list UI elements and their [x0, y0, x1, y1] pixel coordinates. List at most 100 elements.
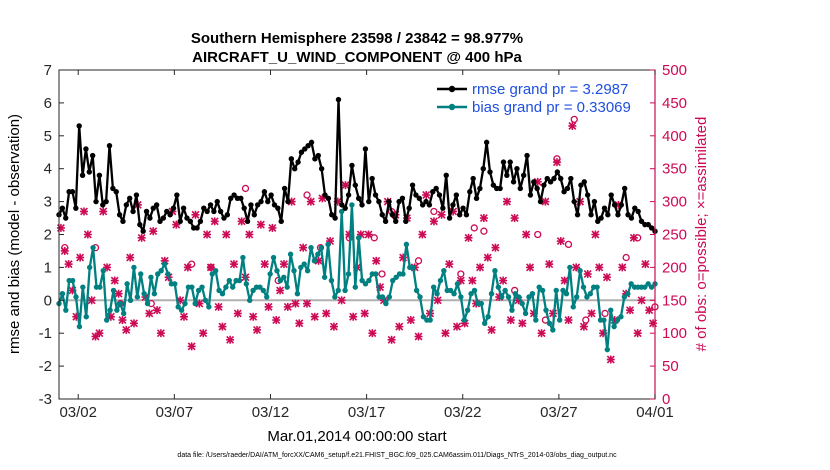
assimilated-marker — [137, 233, 146, 242]
rmse-point — [467, 189, 473, 195]
assimilated-marker — [545, 260, 554, 269]
bias-point — [332, 294, 338, 300]
rmse-point — [308, 139, 315, 146]
bias-point — [175, 304, 181, 310]
rmse-point — [288, 156, 295, 162]
rmse-point — [366, 198, 372, 205]
rmse-point — [153, 202, 160, 208]
y-tick-label-left: 4 — [44, 161, 52, 178]
assimilated-marker — [641, 260, 650, 269]
rmse-point — [372, 192, 379, 198]
rmse-point — [534, 185, 540, 192]
bias-point — [107, 307, 113, 313]
footnote: data file: /Users/raeder/DAI/ATM_forcXX/… — [177, 452, 617, 459]
bias-point — [441, 267, 447, 274]
possible-marker — [414, 257, 423, 265]
rmse-point — [362, 146, 369, 152]
bias-point — [485, 314, 491, 320]
rmse-point — [113, 189, 119, 195]
assimilated-marker — [414, 332, 423, 341]
bias-point — [338, 208, 345, 215]
bias-point — [131, 264, 137, 271]
rmse-point — [611, 202, 618, 208]
rmse-point — [160, 215, 167, 221]
bias-point — [563, 291, 570, 297]
bias-point — [519, 300, 525, 307]
bias-point — [362, 281, 369, 287]
rmse-point — [214, 198, 220, 205]
rmse-point — [177, 218, 183, 225]
bias-point — [342, 287, 348, 294]
rmse-point — [605, 212, 611, 218]
bias-point — [464, 307, 471, 313]
bias-point — [141, 291, 147, 297]
assimilated-marker — [637, 296, 646, 305]
rmse-point — [268, 192, 274, 198]
assimilated-marker — [418, 230, 427, 239]
assimilated-marker — [606, 355, 615, 364]
rmse-point — [547, 179, 554, 185]
chart-title-line2: AIRCRAFT_U_WIND_COMPONENT @ 400 hPa — [192, 49, 522, 66]
rmse-point — [369, 175, 375, 182]
rmse-point — [278, 218, 284, 225]
y-tick-label-left: 6 — [44, 95, 52, 112]
assimilated-marker — [526, 263, 535, 272]
rmse-point — [83, 146, 89, 152]
bias-point — [502, 287, 508, 294]
possible-marker — [534, 230, 542, 239]
bias-point — [209, 271, 215, 277]
y-tick-label-right: 50 — [662, 358, 679, 375]
possible-marker — [241, 184, 250, 193]
bias-point — [512, 291, 519, 297]
x-tick-label: 04/01 — [636, 404, 674, 421]
bias-point — [127, 297, 134, 303]
rmse-point — [453, 192, 460, 198]
assimilated-marker — [187, 342, 196, 351]
assimilated-marker — [203, 230, 212, 239]
assimilated-marker — [76, 253, 85, 262]
bias-point — [478, 300, 485, 307]
rmse-point — [648, 225, 655, 231]
y-tick-label-left: 3 — [44, 194, 52, 211]
rmse-point — [473, 195, 480, 202]
rmse-point — [436, 192, 443, 198]
assimilated-marker — [283, 302, 292, 311]
rmse-point — [638, 218, 645, 225]
bias-point — [567, 264, 573, 271]
bias-point — [124, 281, 130, 287]
assimilated-marker — [256, 220, 265, 229]
bias-point — [247, 297, 253, 303]
rmse-point — [450, 202, 456, 208]
x-tick-label: 03/12 — [252, 404, 290, 421]
rmse-point — [480, 166, 486, 172]
rmse-point — [396, 198, 402, 205]
rmse-point — [312, 156, 318, 162]
bias-point — [594, 284, 600, 290]
assimilated-marker — [191, 210, 200, 219]
rmse-point — [150, 205, 156, 211]
rmse-point — [430, 189, 436, 195]
rmse-point — [463, 212, 470, 218]
rmse-point — [93, 198, 99, 205]
bias-point — [189, 284, 195, 290]
y-axis-label-left: rmse and bias (model - observation) — [6, 114, 23, 354]
assimilated-marker — [264, 302, 273, 311]
bias-point — [577, 267, 583, 274]
rmse-point — [564, 185, 571, 192]
rmse-point — [561, 189, 567, 195]
legend-rmse-marker — [448, 85, 456, 93]
assimilated-marker — [649, 319, 658, 328]
bias-point — [69, 277, 76, 284]
rmse-point — [221, 215, 227, 221]
rmse-point — [86, 169, 93, 175]
rmse-point — [446, 215, 453, 221]
bias-point — [413, 287, 420, 294]
bias-point — [229, 284, 236, 290]
bias-point — [437, 277, 444, 284]
rmse-point — [632, 205, 638, 211]
y-tick-label-right: 250 — [662, 227, 687, 244]
rmse-point — [625, 212, 631, 218]
y-tick-label-left: 0 — [44, 292, 52, 309]
bias-point — [284, 284, 290, 290]
x-tick-label: 03/17 — [348, 404, 386, 421]
